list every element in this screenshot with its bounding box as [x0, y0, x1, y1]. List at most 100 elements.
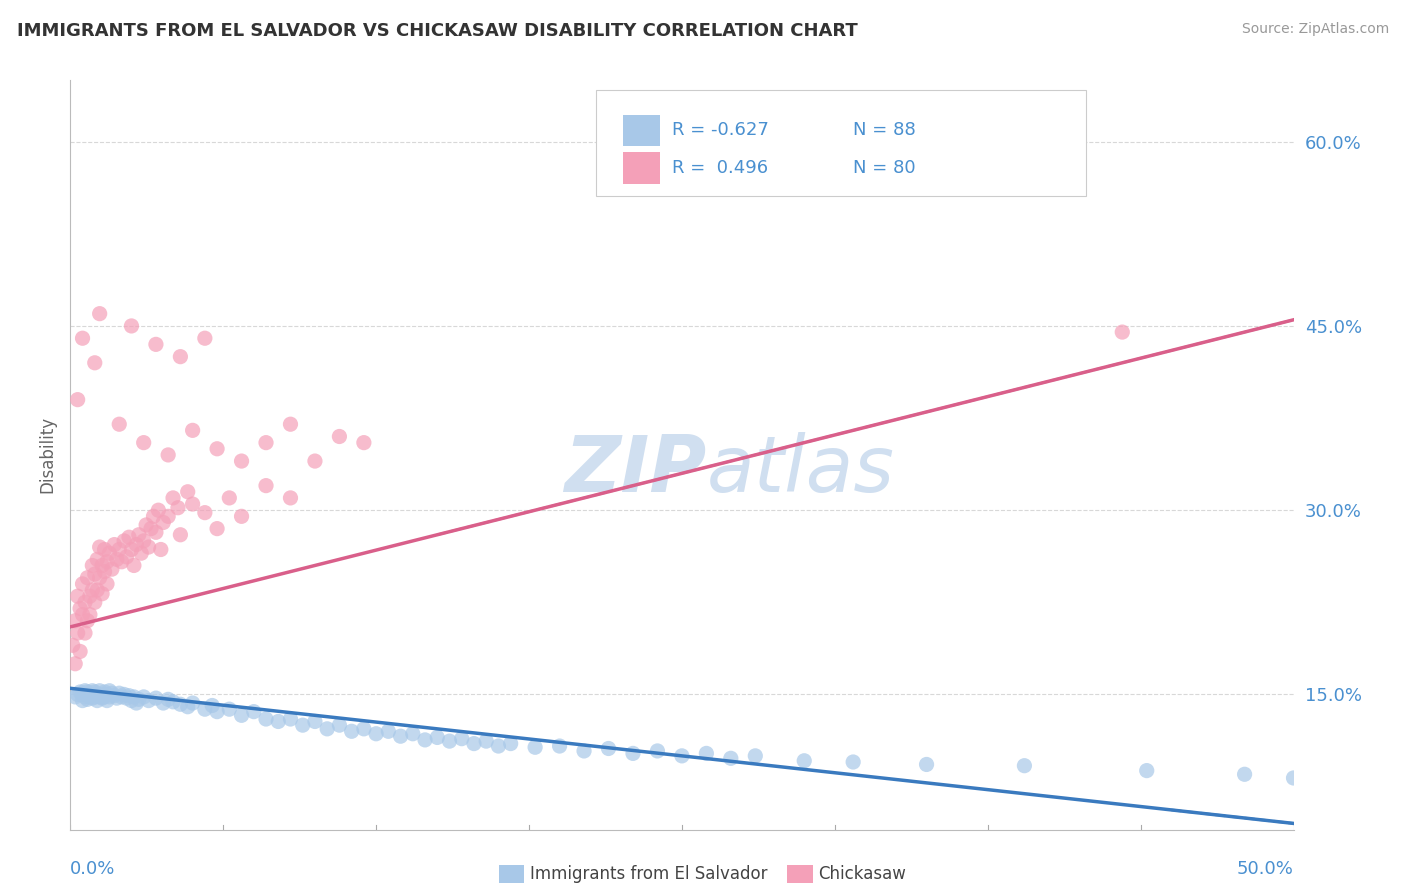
Point	[103, 538, 125, 552]
Bar	[623, 115, 659, 146]
Point	[121, 318, 143, 333]
Point	[328, 429, 350, 443]
Point	[1136, 764, 1159, 778]
Point	[413, 732, 436, 747]
Point	[138, 693, 160, 707]
Point	[66, 392, 89, 407]
Point	[63, 657, 86, 671]
Point	[93, 685, 115, 699]
Point	[62, 638, 84, 652]
Text: IMMIGRANTS FROM EL SALVADOR VS CHICKASAW DISABILITY CORRELATION CHART: IMMIGRANTS FROM EL SALVADOR VS CHICKASAW…	[17, 22, 858, 40]
Point	[108, 686, 131, 700]
Point	[162, 695, 184, 709]
Point	[647, 744, 669, 758]
Point	[72, 607, 94, 622]
Point	[93, 565, 115, 579]
Point	[194, 702, 217, 716]
Point	[111, 555, 134, 569]
Point	[488, 739, 510, 753]
Point	[72, 693, 94, 707]
Text: Immigrants from El Salvador: Immigrants from El Salvador	[530, 865, 768, 883]
Point	[1014, 758, 1036, 772]
Point	[139, 522, 162, 536]
Point	[122, 690, 145, 704]
Point	[621, 747, 644, 761]
FancyBboxPatch shape	[596, 90, 1085, 196]
Point	[145, 525, 167, 540]
Point	[86, 552, 108, 566]
Point	[280, 491, 302, 505]
Point	[475, 734, 498, 748]
Point	[231, 454, 253, 468]
Point	[169, 350, 191, 364]
Point	[112, 533, 135, 548]
Point	[915, 757, 938, 772]
Point	[66, 589, 89, 603]
Point	[572, 744, 595, 758]
Point	[157, 509, 180, 524]
Point	[73, 690, 96, 704]
Point	[108, 542, 131, 557]
Point	[135, 517, 157, 532]
Point	[63, 690, 86, 704]
Point	[205, 705, 228, 719]
Point	[377, 724, 399, 739]
Text: atlas: atlas	[706, 432, 894, 508]
Point	[86, 693, 108, 707]
Point	[89, 307, 111, 321]
Point	[83, 690, 105, 704]
Point	[353, 722, 375, 736]
Point	[291, 718, 314, 732]
Point	[72, 688, 94, 702]
Point	[98, 690, 121, 704]
Point	[316, 722, 339, 736]
Point	[218, 702, 240, 716]
Point	[328, 718, 350, 732]
Point	[148, 503, 170, 517]
Point	[132, 690, 155, 704]
Point	[231, 509, 253, 524]
Point	[76, 614, 98, 628]
Point	[96, 688, 118, 702]
Point	[118, 530, 141, 544]
Point	[132, 435, 155, 450]
Point	[91, 587, 114, 601]
Point	[304, 454, 326, 468]
Point	[598, 741, 620, 756]
Point	[132, 533, 155, 548]
Point	[439, 734, 461, 748]
Point	[121, 693, 143, 707]
Point	[671, 748, 693, 763]
Y-axis label: Disability: Disability	[38, 417, 56, 493]
Point	[402, 727, 425, 741]
Point	[72, 577, 94, 591]
Point	[89, 683, 111, 698]
Point	[129, 546, 152, 560]
Point	[69, 685, 91, 699]
Bar	[623, 153, 659, 184]
Point	[1282, 771, 1305, 785]
Text: Chickasaw: Chickasaw	[818, 865, 905, 883]
Point	[231, 708, 253, 723]
Point	[76, 685, 98, 699]
Point	[98, 546, 121, 560]
Point	[426, 731, 449, 745]
Point	[157, 448, 180, 462]
Point	[366, 727, 388, 741]
Point	[128, 528, 150, 542]
Point	[267, 714, 290, 729]
Point	[254, 478, 277, 492]
Point	[194, 331, 217, 345]
Point	[194, 506, 217, 520]
Point	[450, 731, 472, 746]
Point	[205, 442, 228, 456]
Point	[201, 698, 224, 713]
Point	[105, 691, 128, 706]
Point	[842, 755, 865, 769]
Point	[254, 712, 277, 726]
Point	[79, 690, 101, 704]
Point	[101, 686, 124, 700]
Point	[82, 558, 104, 573]
Point	[1111, 325, 1133, 339]
Point	[162, 491, 184, 505]
